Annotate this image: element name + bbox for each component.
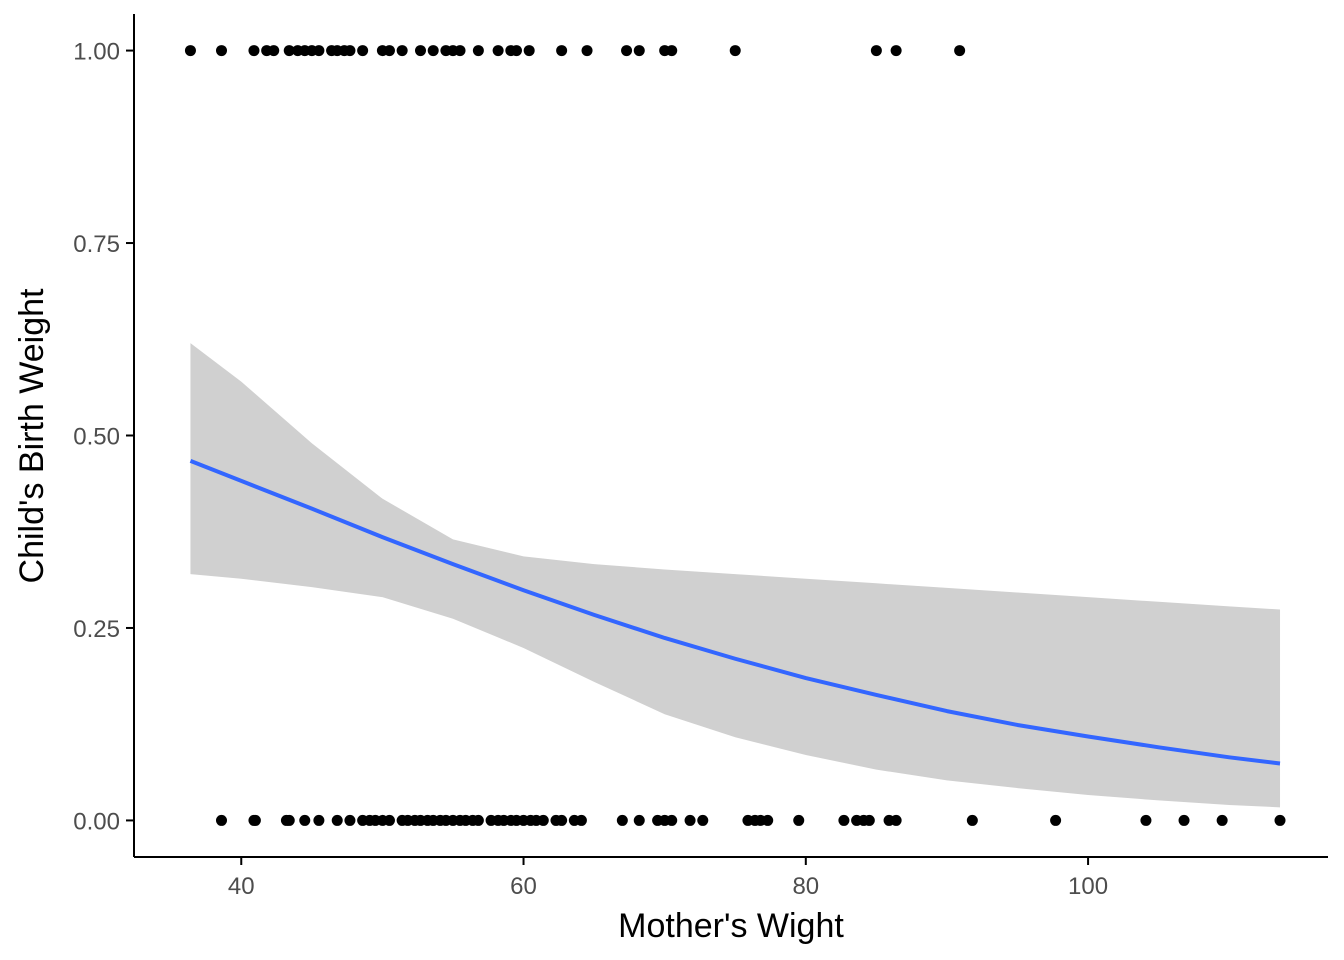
- data-point: [510, 45, 522, 57]
- data-point: [1274, 814, 1286, 826]
- plot-panel: [184, 45, 1286, 826]
- data-point: [248, 45, 260, 57]
- data-point: [268, 45, 280, 57]
- data-point: [666, 814, 678, 826]
- data-point: [793, 814, 805, 826]
- data-point: [621, 45, 633, 57]
- data-point: [216, 814, 227, 826]
- data-point: [1050, 814, 1062, 826]
- data-point: [344, 814, 356, 826]
- data-point: [216, 45, 227, 57]
- data-point: [616, 814, 628, 826]
- y-axis-title: Child's Birth Weight: [13, 288, 51, 584]
- data-point: [870, 45, 882, 57]
- x-tick-label: 60: [510, 873, 537, 900]
- confidence-ribbon: [190, 343, 1281, 808]
- x-tick-label: 100: [1068, 873, 1108, 900]
- data-point: [954, 45, 966, 57]
- data-point: [575, 814, 587, 826]
- y-tick-label: 0.75: [73, 231, 120, 258]
- x-tick-label: 80: [792, 873, 819, 900]
- data-point: [1178, 814, 1190, 826]
- data-point: [427, 45, 439, 57]
- data-point: [472, 814, 484, 826]
- data-point: [415, 45, 426, 57]
- data-point: [666, 45, 678, 57]
- x-axis: 40 60 80 100: [134, 856, 1328, 900]
- data-point: [890, 814, 902, 826]
- y-tick-label: 1.00: [73, 39, 120, 66]
- data-point: [966, 814, 978, 826]
- data-point: [697, 814, 709, 826]
- data-point: [1216, 814, 1228, 826]
- data-point: [331, 814, 343, 826]
- data-point: [633, 45, 645, 57]
- data-point: [492, 45, 504, 57]
- data-point: [299, 814, 311, 826]
- data-point: [313, 45, 325, 57]
- y-axis: 0.00 0.25 0.50 0.75 1.00: [73, 14, 135, 857]
- data-point: [890, 45, 902, 57]
- data-point: [283, 45, 295, 57]
- y-tick-label: 0.50: [73, 424, 120, 451]
- data-point: [184, 45, 196, 57]
- data-point: [729, 45, 741, 57]
- data-point: [684, 814, 696, 826]
- data-point: [581, 45, 593, 57]
- x-tick-label: 40: [228, 873, 255, 900]
- data-point: [1140, 814, 1152, 826]
- data-point: [383, 45, 395, 57]
- data-point: [523, 45, 535, 57]
- data-point: [556, 814, 568, 826]
- fit-line: [189, 459, 1281, 766]
- data-point: [633, 814, 645, 826]
- data-point: [396, 45, 408, 57]
- data-point: [357, 45, 369, 57]
- data-point: [556, 45, 568, 57]
- data-point: [313, 814, 325, 826]
- data-point: [454, 45, 466, 57]
- data-point: [863, 814, 875, 826]
- data-point: [762, 814, 774, 826]
- x-axis-title: Mother's Wight: [618, 907, 844, 945]
- data-point: [344, 45, 356, 57]
- y-tick-label: 0.25: [73, 616, 120, 643]
- data-point: [537, 814, 549, 826]
- data-point: [383, 814, 395, 826]
- y-tick-label: 0.00: [73, 808, 120, 835]
- data-point: [249, 814, 261, 826]
- data-point: [472, 45, 484, 57]
- data-point: [838, 814, 850, 826]
- data-point: [283, 814, 295, 826]
